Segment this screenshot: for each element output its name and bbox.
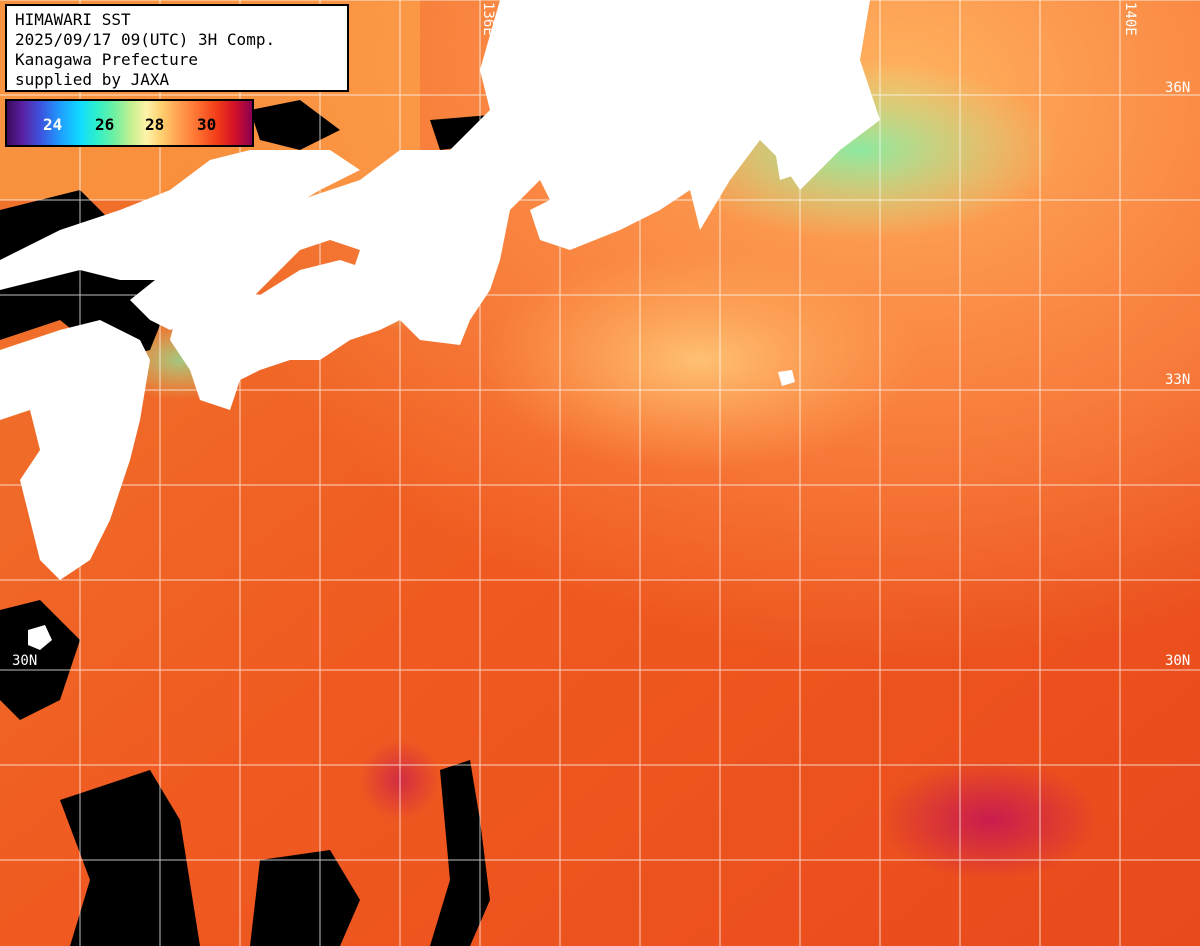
colorbar-tick-28: 28 (145, 115, 165, 134)
colorbar-tick-30: 30 (197, 115, 217, 134)
missing-data-south (60, 770, 200, 946)
land-island-4 (820, 85, 848, 102)
lat-label-36n-right: 36N (1165, 80, 1191, 96)
land-kyushu (0, 320, 150, 580)
missing-data-south-2 (430, 760, 490, 946)
lon-label-136e: 136E (480, 2, 496, 36)
lat-label-30n-left: 30N (12, 653, 38, 669)
land-island-3 (12, 375, 30, 392)
missing-data-northwest (250, 100, 340, 150)
missing-data-south-3 (250, 850, 360, 946)
eddy-feature (480, 250, 920, 470)
info-box: HIMAWARI SST 2025/09/17 09(UTC) 3H Comp.… (5, 4, 349, 92)
land-honshu (130, 0, 880, 345)
missing-data-west (0, 190, 170, 360)
land-izu (775, 135, 800, 180)
missing-data-southwest (0, 600, 80, 720)
colorbar-tick-26: 26 (95, 115, 115, 134)
lat-label-30n-right: 30N (1165, 653, 1191, 669)
land-chugoku (0, 150, 360, 290)
land-shikoku (170, 260, 400, 410)
info-title: HIMAWARI SST (15, 10, 131, 29)
land-island-2 (778, 370, 795, 386)
colorbar-tick-24: 24 (43, 115, 63, 134)
lat-label-33-left: 33 (10, 372, 27, 388)
lat-label-33n-right: 33N (1165, 372, 1191, 388)
info-datetime: 2025/09/17 09(UTC) 3H Comp. (15, 30, 276, 49)
lon-label-140e: 140E (1122, 2, 1138, 36)
temperature-colorbar: 24 26 28 30 (5, 99, 254, 147)
warm-spot-south (880, 760, 1100, 880)
land-island-1 (28, 625, 52, 650)
info-region: Kanagawa Prefecture (15, 50, 199, 69)
info-source: supplied by JAXA (15, 70, 170, 89)
